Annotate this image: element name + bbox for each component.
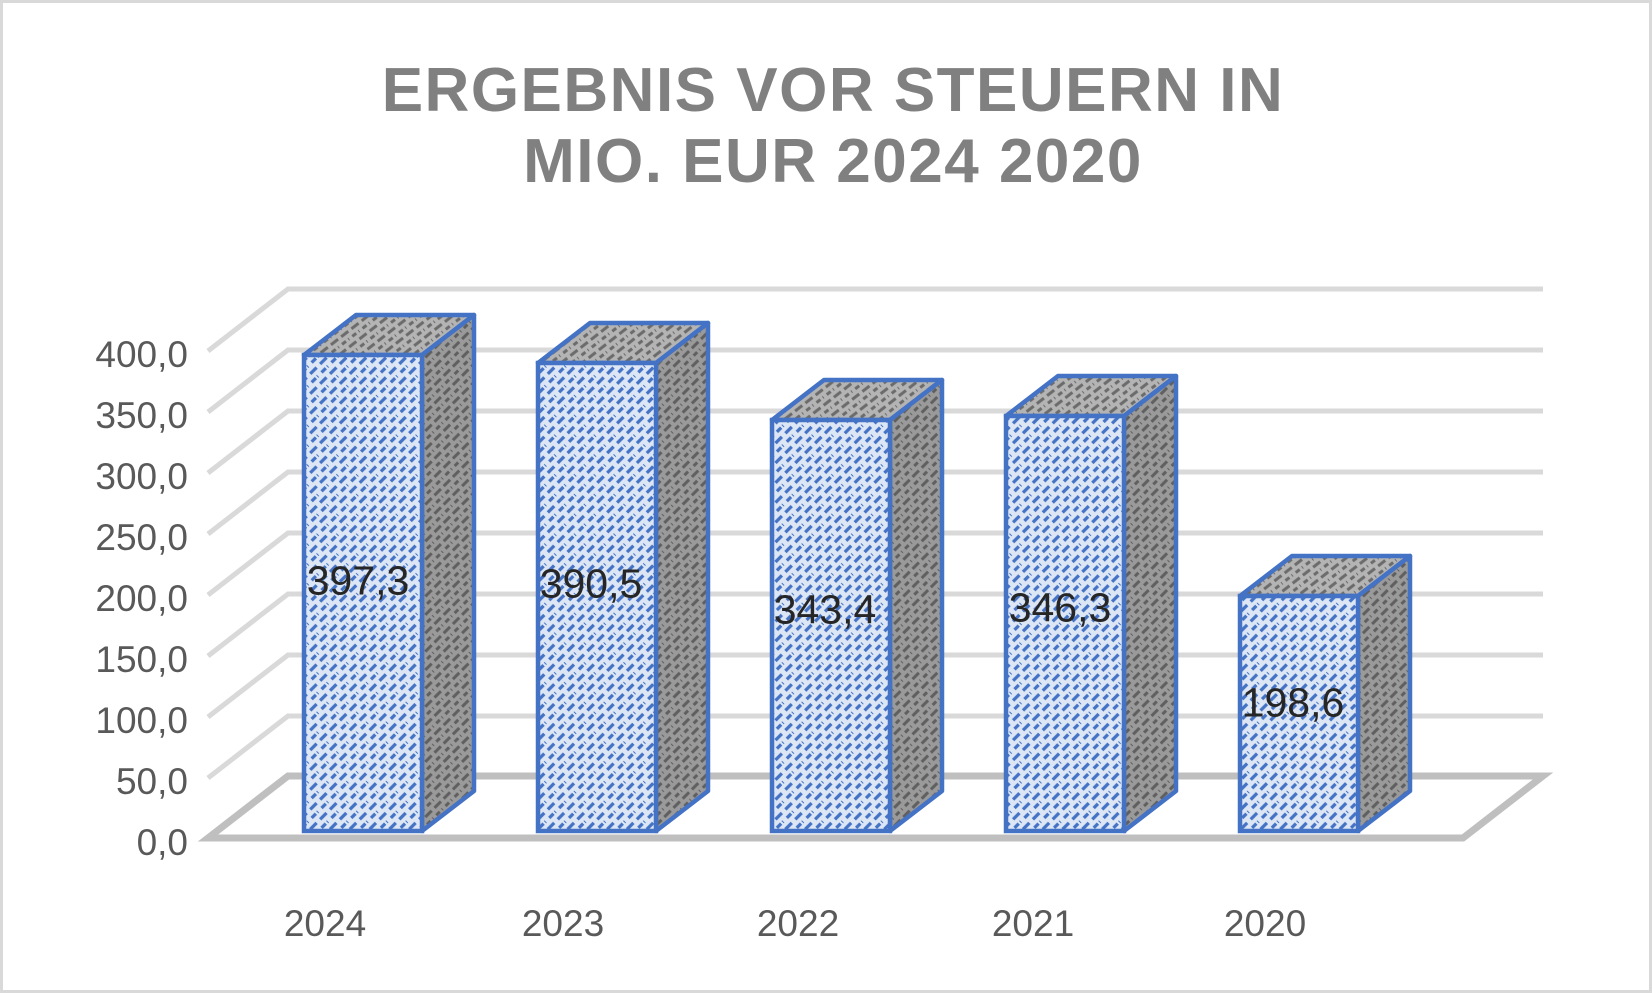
x-tick-label-2021: 2021 xyxy=(991,903,1075,944)
plot-area xyxy=(3,3,1649,990)
bar-2020[interactable] xyxy=(1237,553,1413,834)
y-tick-label: 150,0 xyxy=(95,639,188,680)
chart-title: ERGEBNIS VOR STEUERN IN MIO. EUR 2024 20… xyxy=(381,56,1285,197)
bar-2023[interactable] xyxy=(535,320,711,834)
y-axis: 400,0 350,0 300,0 250,0 200,0 150,0 100,… xyxy=(33,3,188,990)
y-tick-label: 100,0 xyxy=(95,700,188,741)
y-tick-label: 50,0 xyxy=(115,761,188,802)
y-tick-label: 400,0 xyxy=(95,334,188,375)
bar-2021[interactable] xyxy=(1003,373,1179,834)
y-tick-label: 250,0 xyxy=(95,517,188,558)
x-tick-label-2020: 2020 xyxy=(1223,903,1307,944)
y-tick-label: 200,0 xyxy=(95,578,188,619)
chart-svg xyxy=(197,286,1554,842)
y-tick-label: 300,0 xyxy=(95,456,188,497)
y-tick-label: 0,0 xyxy=(136,822,188,863)
bar-2024[interactable] xyxy=(301,312,477,834)
y-tick-label: 350,0 xyxy=(95,395,188,436)
x-tick-label-2024: 2024 xyxy=(283,903,367,944)
bar-2022[interactable] xyxy=(769,377,945,834)
x-tick-label-2023: 2023 xyxy=(521,903,605,944)
x-tick-label-2022: 2022 xyxy=(756,903,840,944)
